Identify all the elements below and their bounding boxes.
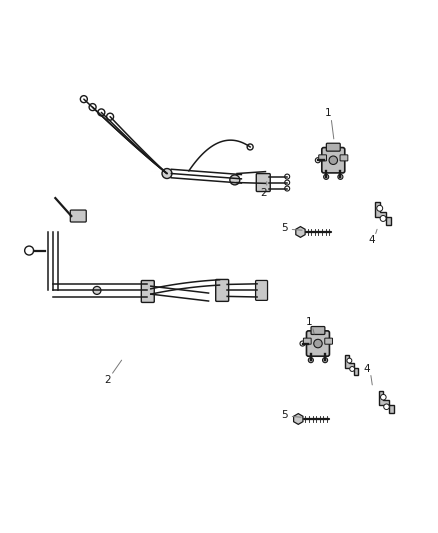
Circle shape xyxy=(379,215,385,221)
FancyBboxPatch shape xyxy=(256,174,270,191)
Circle shape xyxy=(162,168,172,179)
Circle shape xyxy=(383,404,389,409)
Circle shape xyxy=(346,358,351,363)
Circle shape xyxy=(307,358,313,362)
Circle shape xyxy=(349,367,354,372)
Circle shape xyxy=(25,246,34,255)
FancyBboxPatch shape xyxy=(255,280,267,301)
FancyBboxPatch shape xyxy=(321,148,344,173)
Circle shape xyxy=(230,175,239,185)
Circle shape xyxy=(106,113,113,120)
Circle shape xyxy=(337,174,342,180)
Circle shape xyxy=(299,341,304,346)
Circle shape xyxy=(376,205,382,211)
FancyBboxPatch shape xyxy=(318,155,326,161)
FancyBboxPatch shape xyxy=(311,327,324,334)
Circle shape xyxy=(328,156,337,165)
Circle shape xyxy=(89,103,96,110)
Circle shape xyxy=(313,340,321,348)
Circle shape xyxy=(284,186,289,191)
FancyBboxPatch shape xyxy=(215,279,228,301)
FancyBboxPatch shape xyxy=(141,280,154,302)
FancyBboxPatch shape xyxy=(324,338,332,344)
Polygon shape xyxy=(374,201,390,225)
Circle shape xyxy=(380,394,385,400)
Circle shape xyxy=(323,174,328,180)
Circle shape xyxy=(93,286,101,294)
Text: 1: 1 xyxy=(305,317,312,327)
Text: 2: 2 xyxy=(104,375,110,385)
Polygon shape xyxy=(295,227,304,237)
FancyBboxPatch shape xyxy=(303,338,311,344)
Circle shape xyxy=(98,109,105,116)
Text: 2: 2 xyxy=(259,188,266,198)
Circle shape xyxy=(284,174,289,179)
Circle shape xyxy=(80,95,87,103)
FancyBboxPatch shape xyxy=(325,143,339,151)
Text: 4: 4 xyxy=(367,236,374,246)
Text: 5: 5 xyxy=(280,410,287,420)
Circle shape xyxy=(322,358,327,362)
Circle shape xyxy=(284,180,289,185)
Polygon shape xyxy=(344,355,358,375)
Polygon shape xyxy=(293,414,302,424)
Circle shape xyxy=(314,158,320,163)
Circle shape xyxy=(247,144,253,150)
Text: 1: 1 xyxy=(324,109,331,118)
FancyBboxPatch shape xyxy=(306,331,328,356)
Polygon shape xyxy=(378,391,393,413)
Text: 5: 5 xyxy=(280,223,287,233)
Text: 4: 4 xyxy=(363,364,369,374)
FancyBboxPatch shape xyxy=(339,155,347,161)
FancyBboxPatch shape xyxy=(70,210,86,222)
